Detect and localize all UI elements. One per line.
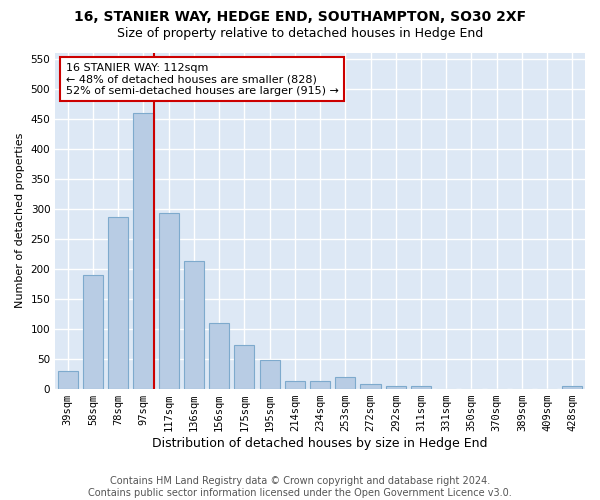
Bar [235,344,254,389]
Bar [562,386,583,389]
Text: 16 STANIER WAY: 112sqm
← 48% of detached houses are smaller (828)
52% of semi-de: 16 STANIER WAY: 112sqm ← 48% of detached… [66,62,338,96]
Bar [58,371,78,389]
Text: Contains HM Land Registry data © Crown copyright and database right 2024.
Contai: Contains HM Land Registry data © Crown c… [88,476,512,498]
Bar [83,275,103,389]
Bar [411,386,431,389]
Text: 16, STANIER WAY, HEDGE END, SOUTHAMPTON, SO30 2XF: 16, STANIER WAY, HEDGE END, SOUTHAMPTON,… [74,10,526,24]
Bar [310,382,330,389]
Bar [386,386,406,389]
Bar [108,216,128,389]
Bar [285,382,305,389]
Bar [260,360,280,389]
X-axis label: Distribution of detached houses by size in Hedge End: Distribution of detached houses by size … [152,437,488,450]
Bar [361,384,380,389]
Bar [335,377,355,389]
Bar [209,323,229,389]
Bar [184,261,204,389]
Bar [158,213,179,389]
Bar [133,112,154,389]
Y-axis label: Number of detached properties: Number of detached properties [15,133,25,308]
Text: Size of property relative to detached houses in Hedge End: Size of property relative to detached ho… [117,28,483,40]
